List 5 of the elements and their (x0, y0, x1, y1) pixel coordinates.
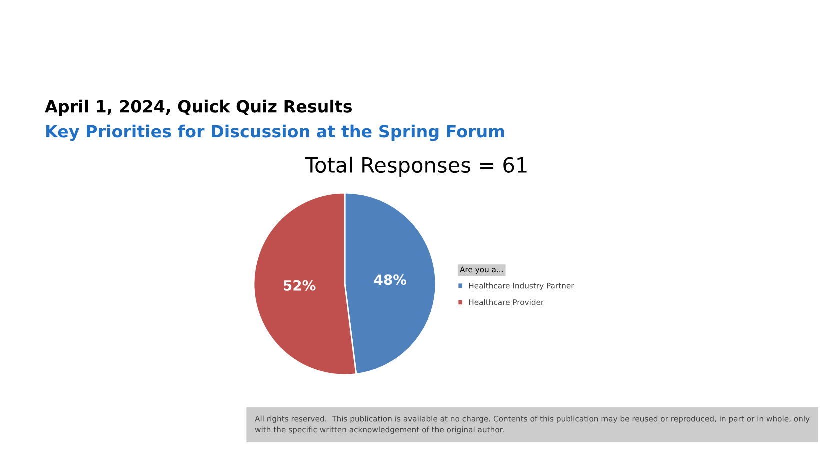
chart-subtitle: Key Priorities for Discussion at the Spring Forum (46, 124, 504, 142)
data-label: 48% (374, 274, 407, 286)
data-label: 52% (284, 280, 316, 291)
chart-title: April 1, 2024, Quick Quiz Results (45, 100, 352, 116)
text: Total Responses = 61 (305, 156, 527, 178)
